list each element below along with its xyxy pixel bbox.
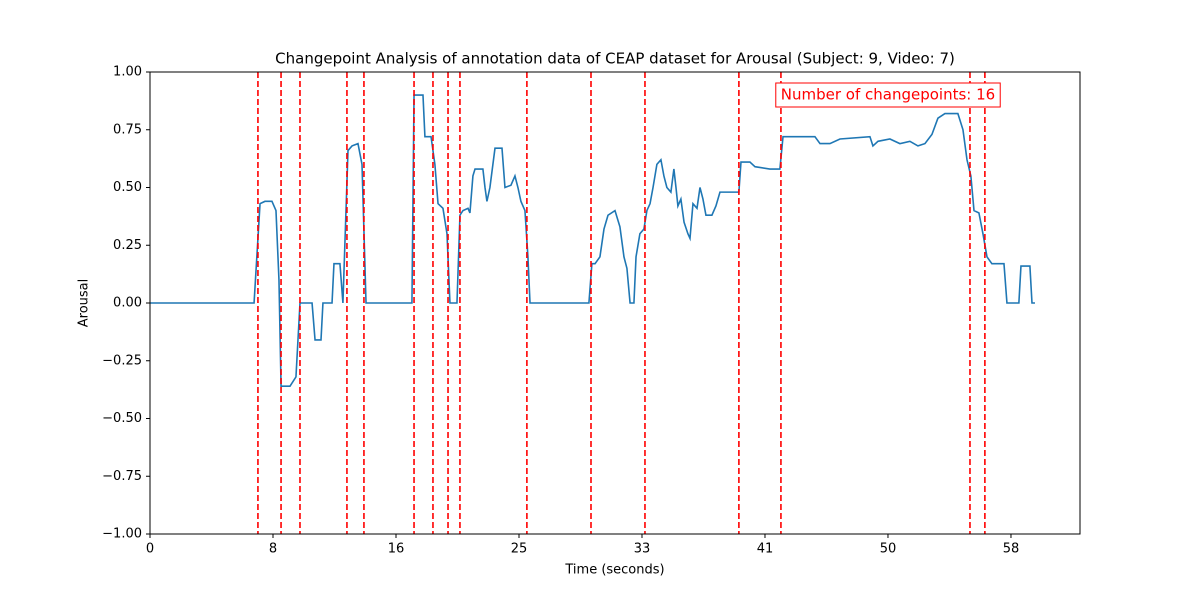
x-axis-label: Time (seconds) (564, 563, 664, 578)
annotation-box (775, 82, 1001, 108)
x-tick-label: 58 (1003, 542, 1020, 557)
y-tick-label: 1.00 (113, 65, 142, 80)
data-line (150, 94, 1035, 387)
plot-frame (149, 71, 1081, 535)
y-tick-label: 0.50 (113, 180, 142, 195)
x-tick-label: 16 (388, 542, 405, 557)
x-tick-label: 25 (511, 542, 528, 557)
y-axis-label: Arousal (77, 279, 92, 328)
chart-title: Changepoint Analysis of annotation data … (275, 50, 955, 68)
y-tick-label: 0.25 (113, 238, 142, 253)
x-tick-label: 0 (146, 542, 154, 557)
y-tick-label: −1.00 (102, 527, 142, 542)
y-tick-label: −0.25 (102, 353, 142, 368)
x-tick-label: 33 (634, 542, 651, 557)
x-tick-label: 50 (880, 542, 897, 557)
y-tick-label: 0.00 (113, 296, 142, 311)
y-tick-label: 0.75 (113, 122, 142, 137)
y-tick-label: −0.50 (102, 411, 142, 426)
x-tick-label: 8 (269, 542, 277, 557)
x-tick-label: 41 (757, 542, 774, 557)
annotation: Number of changepoints: 16 (781, 86, 995, 104)
y-tick-label: −0.75 (102, 469, 142, 484)
